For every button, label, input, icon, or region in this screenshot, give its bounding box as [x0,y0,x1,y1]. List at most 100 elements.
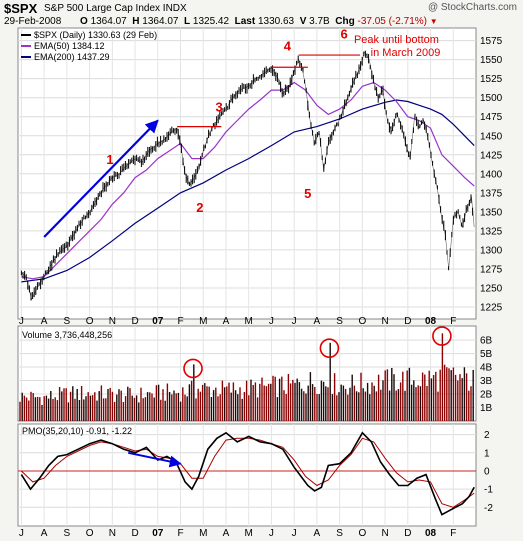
source-credit[interactable]: @ StockCharts.com [427,2,517,13]
pmo-x-tick-label: A [223,528,230,539]
pmo-line [20,431,475,516]
change-value: -37.05 (-2.71%) [357,16,427,27]
pmo-y-tick-label: 0 [484,466,490,477]
price-y-tick-label: 1575 [480,36,503,47]
price-y-tick-label: 1550 [480,55,503,66]
volume-title: Volume 3,736,448,256 [22,330,112,340]
legend-label: EMA(50) 1384.12 [34,41,105,51]
volume-spike-circle [319,338,340,358]
price-x-tick-label: 07 [152,316,164,327]
price-x-tick-label: A [314,316,321,327]
price-y-tick-label: 1475 [480,112,503,123]
price-x-tick-label: M [245,316,253,327]
pmo-x-tick-label: D [404,528,411,539]
chart-header: $SPX S&P 500 Large Cap Index INDX @ Stoc… [0,0,523,28]
volume-y-tick-label: 5B [480,349,493,360]
last-label: Last [234,16,256,27]
price-y-tick-label: 1400 [480,169,503,180]
price-x-tick-label: D [404,316,411,327]
peak-note: in March 2009 [371,47,441,59]
volume-y-tick-label: 3B [480,376,493,387]
price-x-tick-label: J [292,316,297,327]
price-y-tick-label: 1300 [480,245,503,256]
volume-y-tick-label: 1B [480,403,493,414]
pmo-y-tick-label: -2 [484,503,493,514]
price-x-tick-label: O [86,316,94,327]
pmo-x-tick-label: A [41,528,48,539]
volume-value: 3.7B [309,16,330,27]
wave-label: 1 [106,152,113,167]
pmo-x-tick-label: J [269,528,274,539]
pmo-x-tick-label: 07 [152,528,164,539]
trend-arrow [43,119,159,238]
pmo-x-tick-label: N [381,528,388,539]
price-y-tick-label: 1325 [480,226,503,237]
volume-y-tick-label: 6B [480,336,493,347]
peak-note: Peak until bottom [354,34,439,46]
index-name: S&P 500 Large Cap Index INDX [44,3,187,14]
volume-spike-circle [183,358,203,379]
down-triangle-icon: ▼ [429,17,438,26]
pmo-x-tick-label: 08 [425,528,437,539]
price-close-line [21,51,475,301]
pmo-x-tick-label: F [450,528,456,539]
legend-label: $SPX (Daily) 1330.63 (29 Feb) [34,30,157,40]
price-x-tick-label: 08 [425,316,437,327]
volume-spike-circle [432,326,452,346]
price-y-tick-label: 1425 [480,150,503,161]
price-y-tick-label: 1275 [480,264,503,275]
price-x-tick-label: J [269,316,274,327]
pmo-x-tick-label: O [86,528,94,539]
open-value: 1364.07 [90,16,127,27]
last-value: 1330.63 [257,16,295,27]
price-y-tick-label: 1525 [480,74,503,85]
wave-label: 2 [196,200,203,215]
volume-y-tick-label: 2B [480,390,493,401]
symbol: $SPX [4,1,38,16]
price-y-tick-label: 1500 [480,93,503,104]
open-label: O [80,16,88,27]
pmo-x-tick-label: S [64,528,71,539]
price-x-tick-label: J [19,316,24,327]
price-x-tick-label: S [64,316,71,327]
ema200-line [21,99,475,283]
price-y-tick-label: 1250 [480,283,503,294]
low-label: L [184,16,191,27]
pmo-x-tick-label: S [336,528,343,539]
pmo-x-tick-label: O [358,528,366,539]
wave-label: 6 [341,26,348,41]
quote-line: O 1364.07 H 1364.07 L 1325.42 Last 1330.… [80,16,438,27]
low-value: 1325.42 [192,16,230,27]
pmo-x-tick-label: A [314,528,321,539]
price-x-tick-label: S [336,316,343,327]
wave-label: 4 [284,39,292,54]
price-x-tick-label: O [358,316,366,327]
price-y-tick-label: 1225 [480,303,503,314]
pmo-x-tick-label: D [131,528,138,539]
volume-y-tick-label: 4B [480,363,493,374]
pmo-x-tick-label: J [292,528,297,539]
quote-date: 29-Feb-2008 [4,16,62,27]
pmo-signal-line [21,437,475,508]
price-x-tick-label: F [450,316,456,327]
price-y-tick-label: 1375 [480,188,503,199]
price-y-tick-label: 1450 [480,131,503,142]
change-label: Chg [335,16,355,27]
pmo-y-tick-label: 1 [484,448,490,459]
pmo-title: PMO(35,20,10) -0.91, -1.22 [22,426,132,436]
high-value: 1364.07 [142,16,179,27]
wave-label: 3 [216,99,223,114]
pmo-x-tick-label: F [177,528,183,539]
pmo-x-tick-label: M [199,528,207,539]
price-x-tick-label: M [199,316,207,327]
price-x-tick-label: D [131,316,138,327]
price-y-tick-label: 1350 [480,207,503,218]
price-x-tick-label: F [177,316,183,327]
price-x-tick-label: N [381,316,388,327]
ema50-line [21,81,475,280]
legend-label: EMA(200) 1437.29 [34,52,110,62]
pmo-y-tick-label: -1 [484,485,493,496]
pmo-x-tick-label: M [245,528,253,539]
price-x-tick-label: A [41,316,48,327]
